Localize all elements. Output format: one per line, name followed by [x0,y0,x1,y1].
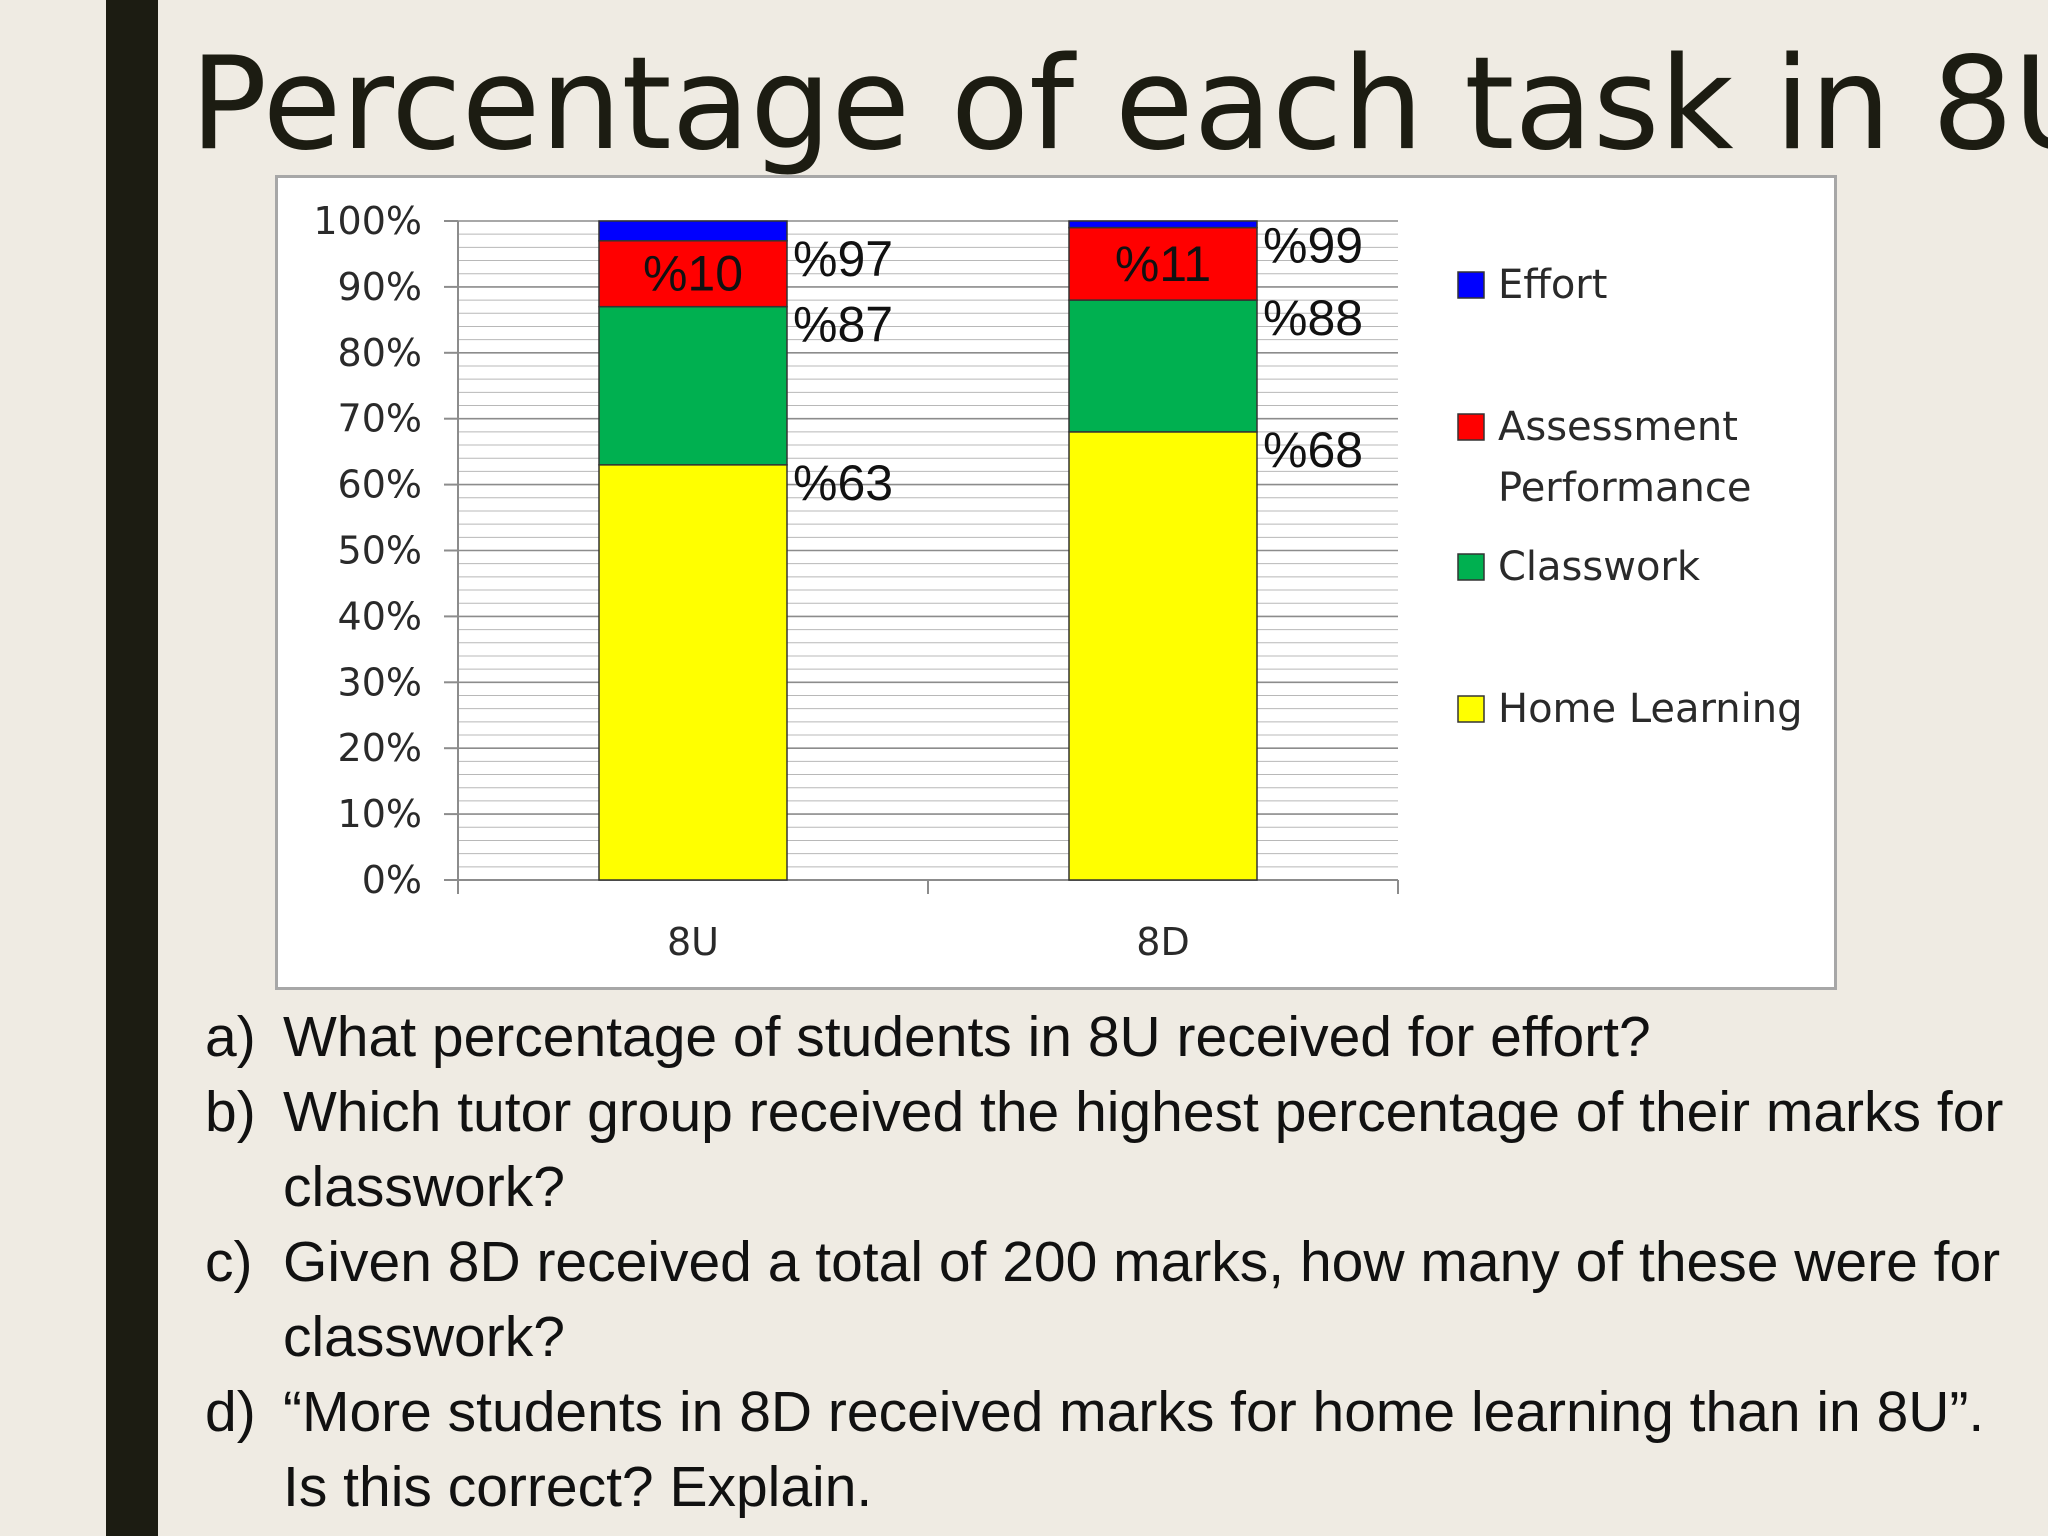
question-letter: b) [205,1080,256,1144]
y-tick-label: 70% [338,397,422,441]
question-item: d) “More students in 8D received marks fo… [205,1375,2035,1525]
bar-segment [1068,299,1258,433]
bar-segment [1068,226,1258,301]
legend-swatch [1457,271,1485,299]
question-letter: a) [205,1005,256,1069]
x-category-label: 8D [1136,920,1189,964]
data-label: %87 [793,297,893,353]
data-label: %99 [1263,218,1363,274]
question-letter: c) [205,1230,253,1294]
bar-segment [1068,431,1258,881]
y-tick-label: 0% [362,858,422,902]
bar-segment [598,305,788,466]
legend-swatch [1457,553,1485,581]
y-tick-label: 60% [338,463,422,507]
question-letter: d) [205,1380,256,1444]
question-item: c) Given 8D received a total of 200 marks… [205,1225,2035,1375]
bar-segment [598,220,788,242]
x-category-label: 8U [667,920,719,964]
y-tick-label: 40% [338,594,422,638]
data-label: %88 [1263,290,1363,346]
y-tick-label: 80% [338,331,422,375]
slide-accent-bar [106,0,158,1536]
legend-label: Classwork [1498,544,1701,590]
legend-label: Performance [1498,465,1751,511]
legend-swatch [1457,413,1485,441]
question-text: “More students in 8D received marks for … [283,1380,1985,1519]
y-tick-label: 100% [313,199,422,243]
question-text: What percentage of students in 8U receiv… [283,1005,1651,1069]
question-item: a) What percentage of students in 8U rece… [205,1000,2035,1075]
legend-swatch [1457,695,1485,723]
data-label: %63 [793,455,893,511]
y-tick-label: 90% [338,265,422,309]
question-item: b) Which tutor group received the highest… [205,1075,2035,1225]
legend-label: Effort [1498,262,1607,308]
question-text: Which tutor group received the highest p… [283,1080,2004,1219]
data-label: %11 [1115,236,1211,292]
bar-segment [598,464,788,881]
data-label: %97 [793,231,893,287]
question-text: Given 8D received a total of 200 marks, … [283,1230,2001,1369]
y-tick-label: 30% [338,660,422,704]
legend-label: Assessment [1498,404,1738,450]
bar-segment [598,240,788,308]
question-list: a) What percentage of students in 8U rece… [205,1000,2035,1525]
y-tick-label: 10% [338,792,422,836]
data-label: %68 [1263,422,1363,478]
bar-segment [1068,220,1258,229]
chart-frame: 0% 10% 20% 30% 40% 50% 60% 70% 80% 90% 100% 8U 8D %97… [275,175,1837,990]
slide-title: Percentage of each task in 8U ,8D [190,30,2048,179]
title-area: Percentage of each task in 8U ,8D [0,0,2048,180]
y-tick-label: 50% [338,529,422,573]
legend-label: Home Learning [1498,686,1803,732]
y-tick-label: 20% [338,726,422,770]
stacked-bar-chart: 0% 10% 20% 30% 40% 50% 60% 70% 80% 90% 100% 8U 8D %97… [313,199,1803,964]
data-label: %10 [643,246,743,302]
